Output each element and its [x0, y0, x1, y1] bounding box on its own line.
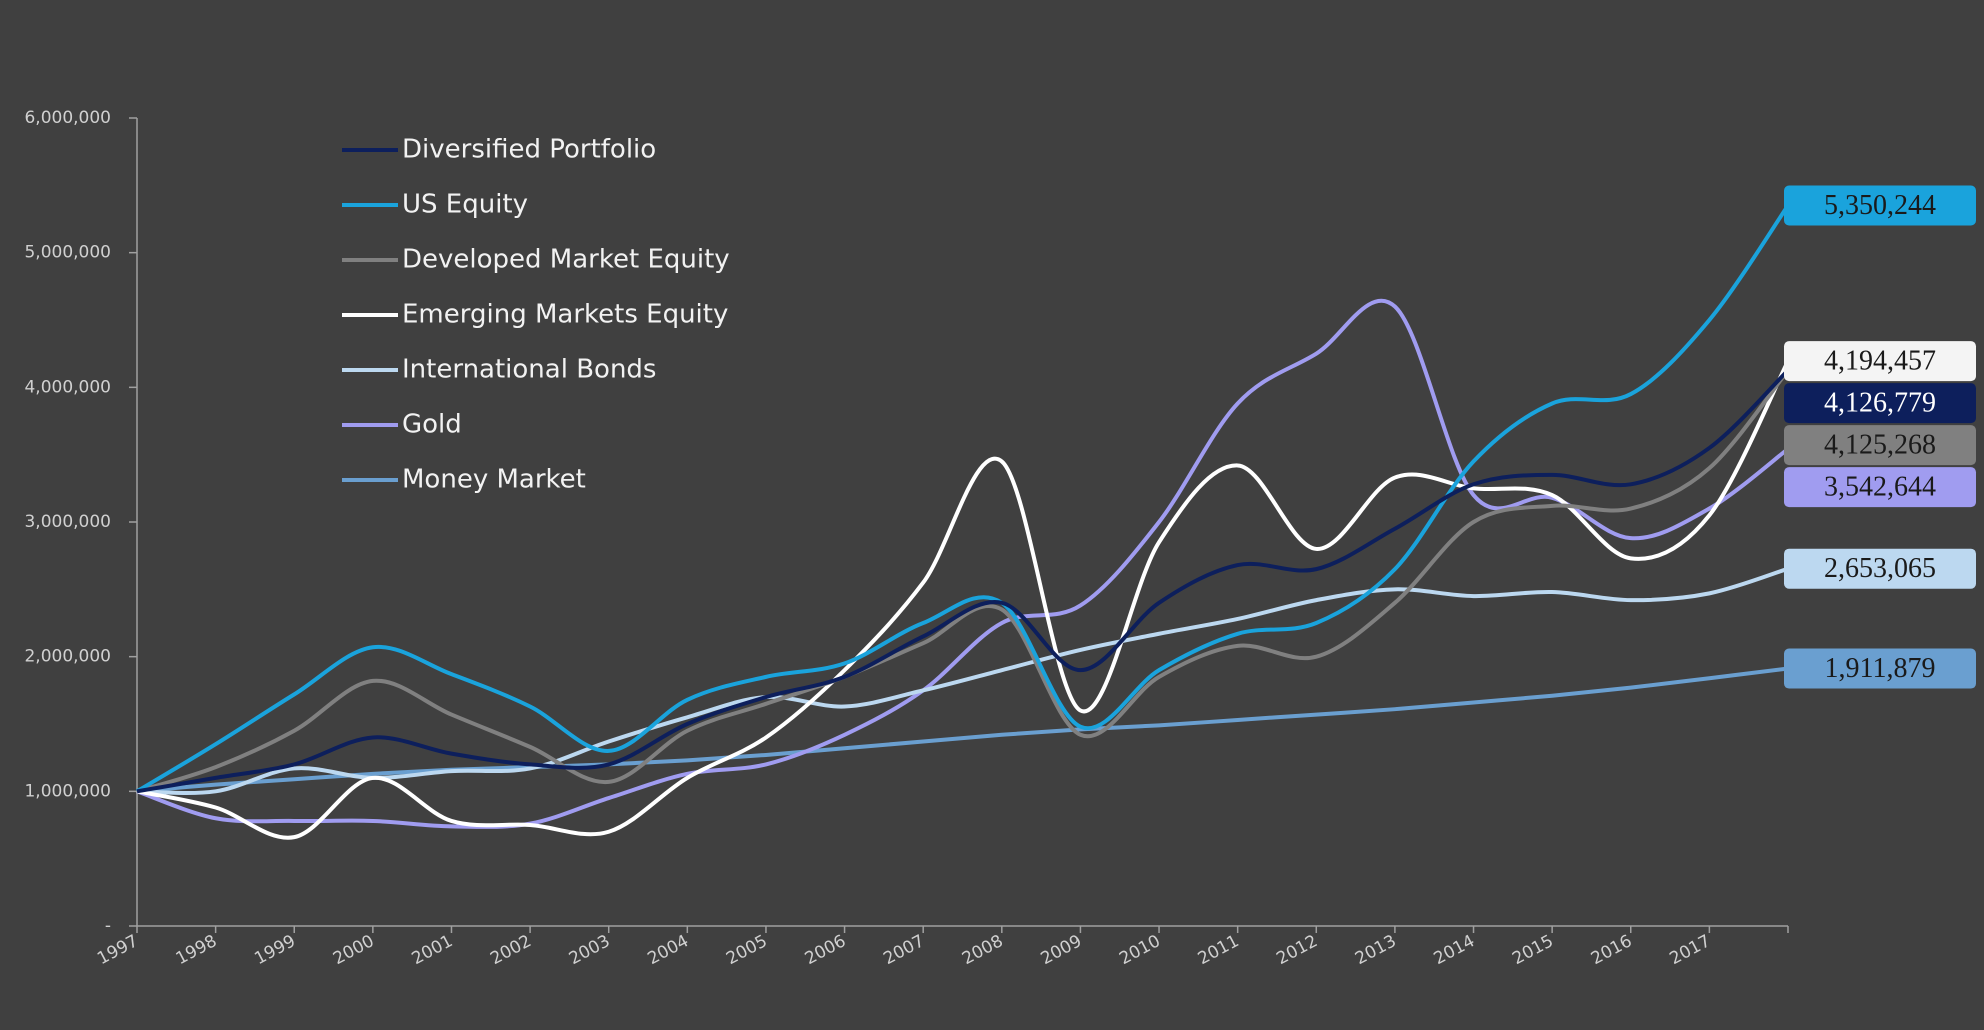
end-label: 4,125,268 — [1784, 425, 1976, 466]
end-label-text: 5,350,244 — [1824, 190, 1936, 221]
end-label-box — [1784, 648, 1976, 689]
y-tick-label: 1,000,000 — [24, 781, 111, 801]
y-tick-label: 5,000,000 — [24, 243, 111, 263]
end-label-text: 4,126,779 — [1824, 388, 1936, 419]
series-line — [136, 368, 1790, 794]
series-line — [136, 666, 1789, 794]
end-label-box — [1784, 341, 1976, 382]
y-tick-label: 3,000,000 — [24, 512, 111, 532]
legend-label: International Bonds — [402, 355, 656, 385]
series-line — [136, 298, 1790, 829]
legend-label: Money Market — [402, 465, 586, 495]
end-label-box — [1784, 383, 1976, 424]
y-tick-label: 6,000,000 — [24, 108, 111, 128]
end-label-box — [1784, 467, 1976, 508]
end-label: 4,194,457 — [1784, 341, 1976, 382]
end-label-text: 1,911,879 — [1825, 653, 1936, 684]
legend-label: Emerging Markets Equity — [402, 300, 728, 330]
end-label-box — [1784, 185, 1976, 226]
legend-label: US Equity — [402, 190, 528, 220]
series-line — [136, 566, 1789, 796]
end-label: 5,350,244 — [1784, 185, 1976, 226]
legend-label: Developed Market Equity — [402, 245, 730, 275]
end-label-text: 3,542,644 — [1824, 472, 1936, 503]
end-label: 2,653,065 — [1784, 548, 1976, 589]
end-label-box — [1784, 425, 1976, 466]
end-label-text: 4,194,457 — [1824, 346, 1936, 377]
y-tick-label: 2,000,000 — [24, 647, 111, 667]
legend-label: Diversified Portfolio — [402, 135, 656, 165]
y-tick-label: - — [105, 916, 111, 936]
series-line — [136, 360, 1790, 840]
end-label-text: 2,653,065 — [1824, 553, 1936, 584]
end-label: 4,126,779 — [1784, 383, 1976, 424]
legend-label: Gold — [402, 410, 462, 440]
end-label: 1,911,879 — [1784, 648, 1976, 689]
end-label-text: 4,125,268 — [1824, 430, 1936, 461]
end-label-box — [1784, 548, 1976, 589]
series-line — [136, 369, 1790, 794]
y-tick-label: 4,000,000 — [24, 377, 111, 397]
end-label: 3,542,644 — [1784, 467, 1976, 508]
